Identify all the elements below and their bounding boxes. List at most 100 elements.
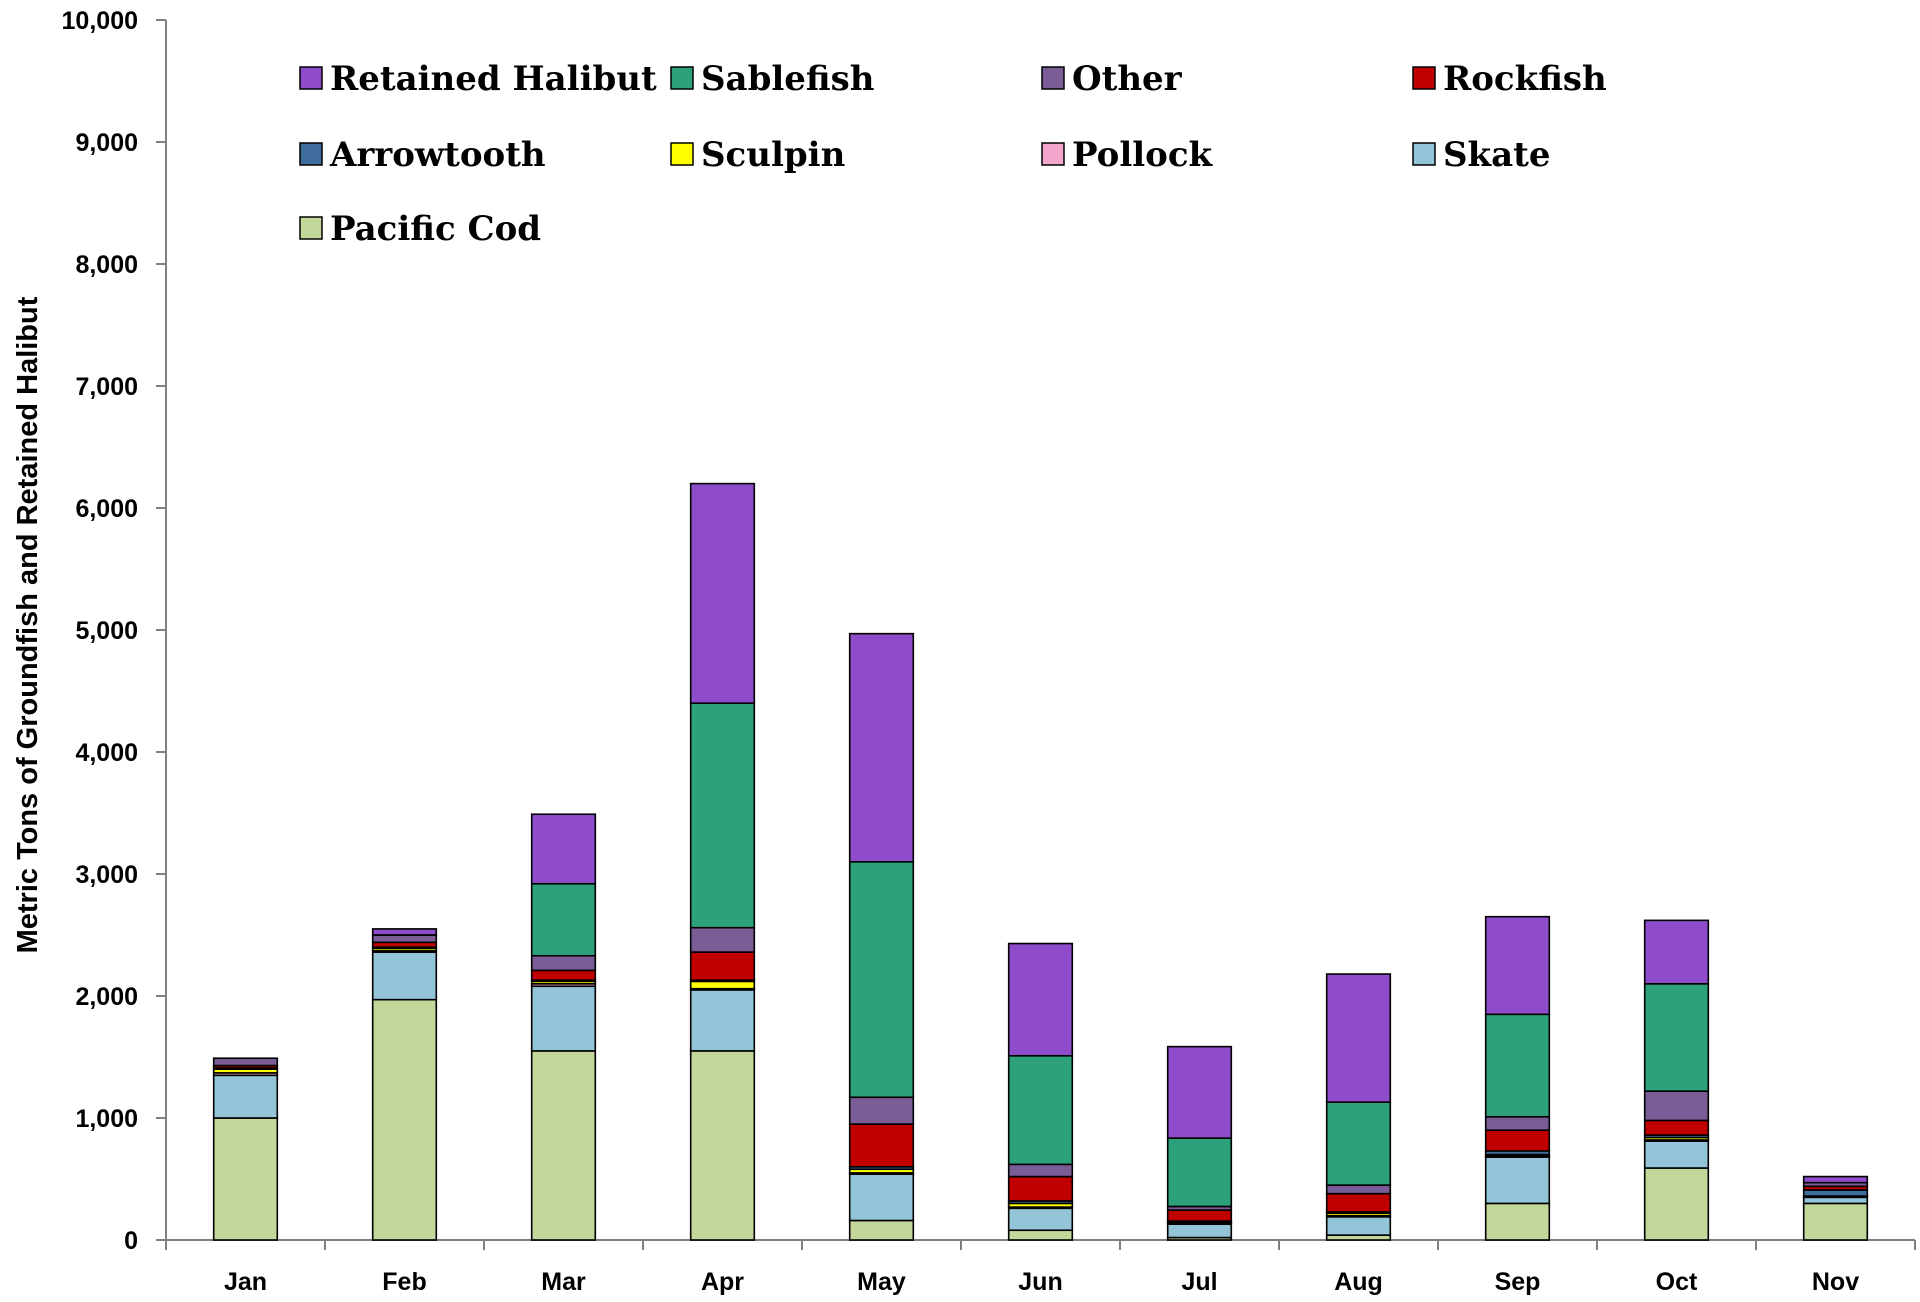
legend-label: Other: [1072, 59, 1183, 99]
x-tick-label: Nov: [1812, 1268, 1859, 1296]
bar-segment-pacific-cod: [1007, 1229, 1074, 1241]
bar-segment-skate: [1325, 1216, 1392, 1236]
bar-segment-other: [1484, 1115, 1551, 1132]
bar-segment-retained-halibut: [1643, 919, 1710, 985]
legend-swatch: [670, 66, 694, 90]
x-tick-label: Feb: [382, 1268, 426, 1296]
y-tick-label: 3,000: [75, 861, 138, 889]
legend-swatch: [1412, 142, 1436, 166]
bar-segment-other: [848, 1096, 915, 1125]
legend-label: Pacific Cod: [330, 209, 541, 249]
x-tick-label: Sep: [1495, 1268, 1541, 1296]
bar-segment-skate: [1802, 1196, 1869, 1205]
bar-segment-rockfish: [689, 951, 756, 981]
y-tick-label: 7,000: [75, 373, 138, 401]
bar-segment-sculpin: [689, 980, 756, 990]
bar-segment-retained-halibut: [1166, 1045, 1233, 1139]
bar-segment-sablefish: [1325, 1101, 1392, 1186]
bar-segment-sablefish: [848, 860, 915, 1099]
legend-swatch: [1412, 66, 1436, 90]
legend-swatch: [299, 142, 323, 166]
bar-segment-sablefish: [1166, 1137, 1233, 1208]
bar-segment-rockfish: [1325, 1192, 1392, 1213]
bar-segment-skate: [1484, 1156, 1551, 1205]
bar-segment-skate: [371, 951, 438, 1001]
x-tick-label: Apr: [701, 1268, 744, 1296]
x-tick-label: Jun: [1018, 1268, 1062, 1296]
bar-segment-rockfish: [1166, 1209, 1233, 1222]
legend-swatch: [1041, 142, 1065, 166]
bar-segment-arrowtooth: [1802, 1189, 1869, 1197]
legend-label: Arrowtooth: [329, 135, 546, 175]
x-tick-label: Jan: [224, 1268, 267, 1296]
bars: [212, 482, 1869, 1241]
bar-segment-other: [1325, 1184, 1392, 1195]
bar-segment-retained-halibut: [1325, 973, 1392, 1103]
bar-segment-other: [1643, 1090, 1710, 1122]
bar-segment-skate: [1643, 1140, 1710, 1169]
bar-segment-rockfish: [1484, 1129, 1551, 1152]
legend-label: Skate: [1443, 135, 1550, 175]
bar-segment-other: [1007, 1163, 1074, 1178]
legend-label: Pollock: [1072, 135, 1214, 175]
y-tick-label: 1,000: [75, 1105, 138, 1133]
bar-segment-other: [212, 1057, 279, 1067]
x-tick-label: Jul: [1181, 1268, 1217, 1296]
bar-segment-pacific-cod: [848, 1219, 915, 1241]
bar-segment-rockfish: [1007, 1175, 1074, 1202]
bar-segment-pacific-cod: [1802, 1202, 1869, 1241]
bar-segment-retained-halibut: [848, 632, 915, 863]
bar-segment-skate: [212, 1074, 279, 1119]
bar-segment-sablefish: [689, 702, 756, 929]
x-tick-label: Aug: [1334, 1268, 1383, 1296]
legend-swatch: [670, 142, 694, 166]
y-tick-label: 9,000: [75, 129, 138, 157]
y-tick-label: 4,000: [75, 739, 138, 767]
y-tick-labels: 0 1,000 2,000 3,000 4,000 5,000 6,000 7,000 8,00…: [62, 7, 138, 1255]
legend-swatch: [1041, 66, 1065, 90]
bar-segment-sablefish: [530, 882, 597, 957]
bar-segment-pacific-cod: [689, 1050, 756, 1241]
y-tick-label: 0: [124, 1227, 138, 1255]
y-tick-label: 8,000: [75, 251, 138, 279]
bar-segment-skate: [1007, 1207, 1074, 1232]
legend-swatch: [299, 216, 323, 240]
bar-segment-pacific-cod: [212, 1117, 279, 1241]
bar-segment-retained-halibut: [1484, 915, 1551, 1016]
x-tick-label: Oct: [1656, 1268, 1698, 1296]
legend-label: Sculpin: [701, 135, 845, 175]
bar-segment-pacific-cod: [1484, 1202, 1551, 1241]
bar-segment-retained-halibut: [1007, 942, 1074, 1057]
bar-segment-pacific-cod: [1643, 1167, 1710, 1241]
bar-segment-sablefish: [1007, 1054, 1074, 1166]
y-tick-label: 2,000: [75, 983, 138, 1011]
axes: [156, 19, 1916, 1250]
x-tick-label: Mar: [541, 1268, 586, 1296]
x-tick-labels: Jan Feb Mar Apr May Jun Jul Aug Sep Oct Nov: [224, 1268, 1859, 1296]
bar-segment-other: [689, 926, 756, 953]
bar-segment-sablefish: [1643, 982, 1710, 1092]
legend-swatch: [299, 66, 323, 90]
legend-label: Retained Halibut: [330, 59, 657, 99]
bar-segment-sablefish: [1484, 1013, 1551, 1118]
bar-segment-pacific-cod: [530, 1050, 597, 1241]
legend-label: Sablefish: [701, 59, 875, 99]
bar-segment-rockfish: [530, 969, 597, 981]
bar-segment-retained-halibut: [530, 813, 597, 885]
bar-segment-pacific-cod: [371, 998, 438, 1241]
legend-label: Rockfish: [1443, 59, 1607, 99]
bar-segment-retained-halibut: [1802, 1175, 1869, 1184]
bar-segment-other: [371, 934, 438, 944]
bar-segment-retained-halibut: [371, 928, 438, 936]
x-tick-label: May: [857, 1268, 906, 1296]
bar-segment-skate: [1166, 1223, 1233, 1239]
bar-segment-retained-halibut: [689, 482, 756, 705]
bar-segment-skate: [689, 989, 756, 1052]
legend: Retained Halibut Sablefish Other Rockfish Ar…: [299, 59, 1607, 249]
bar-segment-skate: [848, 1173, 915, 1222]
bar-segment-other: [530, 954, 597, 972]
bar-segment-rockfish: [1643, 1119, 1710, 1136]
bar-segment-rockfish: [848, 1123, 915, 1168]
